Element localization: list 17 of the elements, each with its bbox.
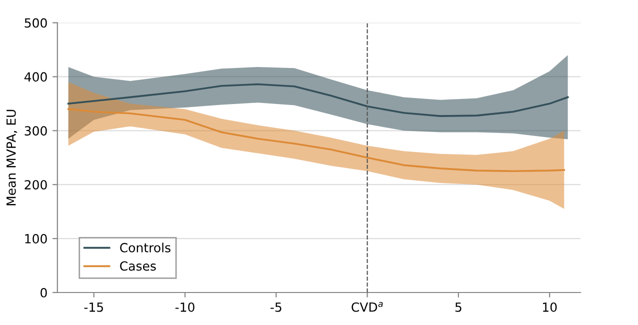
x-tick-label: -10 [175, 302, 194, 312]
line-series [67, 83, 569, 117]
y-tick-label: 400 [24, 72, 47, 82]
x-tick-label: CVD$^{a}$ [352, 302, 383, 312]
y-tick-label: 200 [24, 180, 47, 190]
legend-label: Cases [120, 261, 156, 271]
y-tick-label: 500 [24, 18, 47, 28]
x-tick-label: 5 [455, 302, 462, 312]
x-tick-label: -5 [270, 302, 282, 312]
legend-label: Controls [120, 242, 170, 252]
y-axis-title: Mean MVPA, EU [6, 110, 18, 206]
y-tick-label: 300 [24, 126, 47, 136]
x-tick-label: 10 [543, 302, 557, 312]
y-tick-label: 0 [40, 288, 47, 298]
y-tick-label: 100 [25, 234, 47, 244]
line-series [67, 108, 566, 172]
x-tick-label: -15 [84, 302, 103, 312]
